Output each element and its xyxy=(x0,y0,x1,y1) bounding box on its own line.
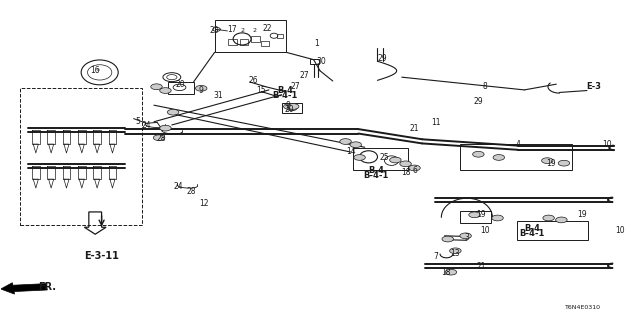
Text: 20: 20 xyxy=(176,80,186,89)
Text: 21: 21 xyxy=(476,262,486,271)
Circle shape xyxy=(409,165,420,171)
Text: 23: 23 xyxy=(210,27,220,36)
Text: 7: 7 xyxy=(434,252,438,261)
Circle shape xyxy=(350,142,362,148)
Circle shape xyxy=(340,139,351,144)
Text: 1: 1 xyxy=(314,39,319,48)
Text: 31: 31 xyxy=(213,91,223,100)
Text: 26: 26 xyxy=(249,76,259,85)
Circle shape xyxy=(558,160,570,166)
Text: E-3-11: E-3-11 xyxy=(84,251,119,261)
Text: B-4-1: B-4-1 xyxy=(364,171,389,180)
Text: 24: 24 xyxy=(173,182,183,191)
Text: 14: 14 xyxy=(346,147,355,156)
Text: B-4-1: B-4-1 xyxy=(519,229,545,238)
Text: 19: 19 xyxy=(577,210,587,219)
Circle shape xyxy=(151,84,163,90)
Text: 28: 28 xyxy=(186,187,196,196)
Text: 18: 18 xyxy=(442,268,451,277)
Text: B-4: B-4 xyxy=(368,166,384,175)
Text: FR.: FR. xyxy=(38,282,56,292)
Text: 11: 11 xyxy=(431,118,441,127)
Text: 19: 19 xyxy=(476,210,486,219)
Text: 28: 28 xyxy=(157,134,166,143)
FancyArrow shape xyxy=(1,283,47,294)
Text: 2: 2 xyxy=(240,28,244,33)
Circle shape xyxy=(460,233,471,239)
Bar xyxy=(276,35,283,38)
Circle shape xyxy=(160,88,172,93)
Circle shape xyxy=(468,212,480,218)
Circle shape xyxy=(556,217,567,223)
Text: 24: 24 xyxy=(141,121,151,130)
Text: 27: 27 xyxy=(291,82,301,91)
Circle shape xyxy=(400,161,412,167)
Text: 25: 25 xyxy=(379,153,388,162)
Bar xyxy=(228,39,237,45)
Circle shape xyxy=(543,215,554,221)
Bar xyxy=(251,36,260,42)
Text: B-4: B-4 xyxy=(277,86,293,95)
Text: 10: 10 xyxy=(603,140,612,149)
Text: E-3: E-3 xyxy=(586,82,601,91)
Circle shape xyxy=(541,158,553,164)
Bar xyxy=(282,103,302,113)
Circle shape xyxy=(472,151,484,157)
Text: 16: 16 xyxy=(90,66,100,75)
Bar xyxy=(168,82,193,94)
Text: 18: 18 xyxy=(401,168,410,177)
Bar xyxy=(261,41,269,46)
Bar xyxy=(461,144,572,170)
Text: 2: 2 xyxy=(253,28,257,33)
Text: T6N4E0310: T6N4E0310 xyxy=(565,305,601,310)
Bar xyxy=(461,211,491,223)
Bar xyxy=(20,88,143,225)
Bar xyxy=(353,148,408,170)
Circle shape xyxy=(284,104,295,109)
Text: 6: 6 xyxy=(412,166,417,175)
Text: 19: 19 xyxy=(547,159,556,168)
Text: 5: 5 xyxy=(136,116,140,126)
Text: 12: 12 xyxy=(199,198,209,207)
Circle shape xyxy=(492,215,503,221)
Bar xyxy=(239,39,248,45)
Bar xyxy=(310,59,319,64)
Text: 15: 15 xyxy=(257,86,266,95)
Text: 29: 29 xyxy=(474,97,483,106)
Circle shape xyxy=(168,109,179,115)
Bar xyxy=(214,20,286,52)
Text: 10: 10 xyxy=(480,226,490,235)
Circle shape xyxy=(195,85,207,91)
Text: B-4: B-4 xyxy=(524,224,540,233)
Circle shape xyxy=(450,248,461,254)
Circle shape xyxy=(445,269,457,275)
Circle shape xyxy=(287,104,299,109)
Text: 27: 27 xyxy=(300,71,310,80)
Bar xyxy=(516,220,588,240)
Text: 17: 17 xyxy=(227,25,237,34)
Circle shape xyxy=(442,236,454,242)
Text: 20: 20 xyxy=(285,105,294,114)
Text: 8: 8 xyxy=(483,82,487,91)
Text: 30: 30 xyxy=(316,57,326,66)
Circle shape xyxy=(160,125,172,131)
Circle shape xyxy=(493,155,504,160)
Text: 10: 10 xyxy=(615,226,625,235)
Text: 29: 29 xyxy=(378,54,387,63)
Text: 3: 3 xyxy=(465,233,469,242)
Text: ᵟ: ᵟ xyxy=(97,69,99,75)
Text: 9: 9 xyxy=(285,101,291,110)
Circle shape xyxy=(154,135,165,140)
Text: B-4-1: B-4-1 xyxy=(272,91,298,100)
Text: 22: 22 xyxy=(263,24,273,33)
Text: 13: 13 xyxy=(451,249,460,258)
Circle shape xyxy=(354,155,365,160)
Text: 9: 9 xyxy=(198,86,203,95)
Text: 4: 4 xyxy=(516,140,520,149)
Text: 21: 21 xyxy=(410,124,419,133)
Circle shape xyxy=(390,157,401,163)
